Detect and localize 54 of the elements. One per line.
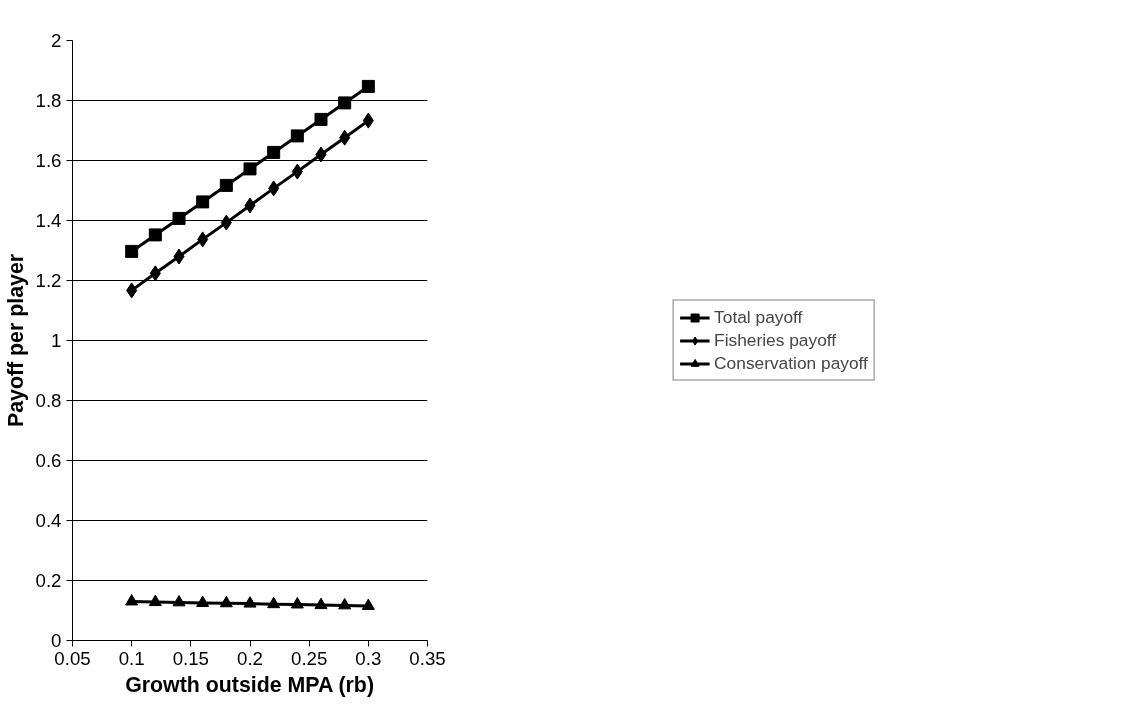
point xyxy=(362,112,374,129)
point xyxy=(290,129,304,143)
legend-label: Conservation payoff xyxy=(714,352,868,374)
point xyxy=(125,594,139,606)
x-tick-label: 0.25 xyxy=(291,647,328,669)
x-tick-label: 0.35 xyxy=(409,647,446,669)
point xyxy=(361,79,375,93)
point xyxy=(196,195,210,209)
x-tick-label: 0.1 xyxy=(118,647,145,669)
point xyxy=(291,163,303,180)
y-tick-label: 0.4 xyxy=(35,510,62,531)
legend-label: Total payoff xyxy=(714,306,803,328)
x-tick-label: 0.15 xyxy=(172,647,209,669)
point xyxy=(290,597,304,609)
point xyxy=(148,594,162,607)
point xyxy=(339,129,351,146)
x-tick-label: 0.3 xyxy=(355,647,382,669)
y-tick-label: 0.8 xyxy=(35,390,62,411)
point xyxy=(243,596,257,608)
point xyxy=(219,178,233,192)
y-tick-label: 1 xyxy=(51,330,62,351)
point xyxy=(314,112,328,126)
y-axis-title: Payoff per player xyxy=(3,253,28,428)
point xyxy=(268,180,280,197)
point xyxy=(267,596,281,609)
point xyxy=(149,265,161,282)
point xyxy=(243,162,257,176)
y-tick-label: 0.6 xyxy=(35,450,62,471)
x-tick-label: 0.2 xyxy=(237,647,263,669)
point xyxy=(361,598,375,610)
point xyxy=(244,197,256,214)
point xyxy=(338,96,352,110)
y-tick-label: 1.2 xyxy=(35,270,62,291)
point xyxy=(220,214,232,231)
point xyxy=(338,597,352,610)
point xyxy=(126,282,138,299)
y-tick-label: 1.4 xyxy=(35,210,62,231)
x-axis-title: Growth outside MPA (rb) xyxy=(125,672,375,697)
point xyxy=(314,597,328,610)
point xyxy=(196,595,210,607)
point xyxy=(173,248,185,265)
point xyxy=(172,211,186,225)
point xyxy=(267,145,281,159)
point xyxy=(125,244,139,258)
point xyxy=(148,228,162,242)
y-tick-label: 1.8 xyxy=(35,90,62,111)
point xyxy=(315,146,327,163)
y-tick-label: 2 xyxy=(51,30,62,51)
legend-label: Fisheries payoff xyxy=(714,329,837,351)
y-tick-label: 1.6 xyxy=(35,150,62,171)
point xyxy=(219,595,233,608)
point xyxy=(172,594,186,607)
point xyxy=(197,231,209,248)
y-tick-label: 0.2 xyxy=(35,570,62,591)
